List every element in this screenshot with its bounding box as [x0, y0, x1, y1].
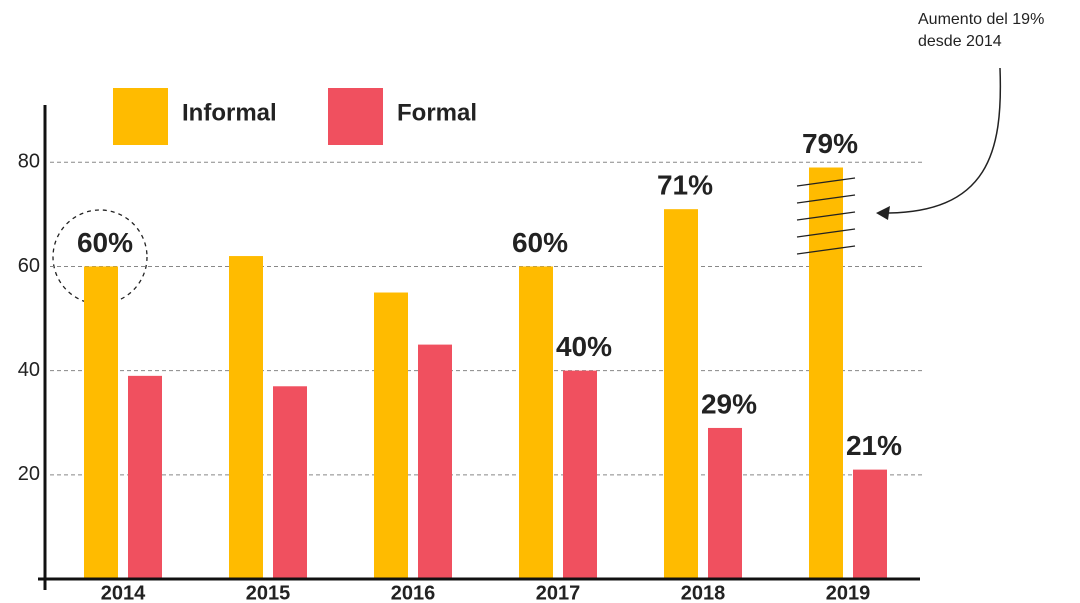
hatch-mark — [796, 228, 856, 238]
hatch-mark — [796, 245, 856, 255]
value-label: 29% — [701, 388, 757, 419]
bar — [519, 266, 553, 579]
y-tick-label: 20 — [18, 463, 40, 485]
bar — [708, 427, 742, 579]
bar — [229, 256, 263, 579]
annotation: desde 2014 — [918, 33, 1002, 50]
annotation-arrow — [879, 67, 1002, 214]
legend-swatch — [113, 88, 168, 145]
bar — [853, 469, 887, 579]
x-tick-label: 2014 — [101, 582, 146, 603]
arrow-head — [876, 206, 890, 220]
x-tick-label: 2016 — [391, 582, 436, 603]
value-label: 79% — [802, 128, 858, 159]
x-tick-label: 2019 — [826, 582, 871, 603]
bar — [84, 266, 118, 579]
y-tick-label: 80 — [18, 151, 40, 173]
bar — [809, 167, 843, 579]
value-label: 21% — [846, 430, 902, 461]
bar — [418, 344, 452, 579]
legend-label: Informal — [182, 99, 277, 126]
x-tick-label: 2017 — [536, 582, 581, 603]
bar — [664, 209, 698, 579]
bar — [374, 292, 408, 579]
y-tick-label: 60 — [18, 255, 40, 277]
value-label: 40% — [556, 331, 612, 362]
x-tick-label: 2018 — [681, 582, 726, 603]
value-label: 71% — [657, 170, 713, 201]
legend-swatch — [328, 88, 383, 145]
x-tick-label: 2015 — [246, 582, 291, 603]
bar — [273, 386, 307, 579]
value-label: 60% — [77, 227, 133, 258]
y-tick-label: 40 — [18, 359, 40, 381]
value-label: 60% — [512, 227, 568, 258]
bar — [128, 375, 162, 579]
bar — [563, 370, 597, 579]
annotation: Aumento del 19% — [918, 11, 1044, 28]
legend-label: Formal — [397, 99, 477, 126]
hatch-mark — [796, 194, 856, 204]
hatch-mark — [796, 177, 856, 187]
hatch-mark — [796, 211, 856, 221]
